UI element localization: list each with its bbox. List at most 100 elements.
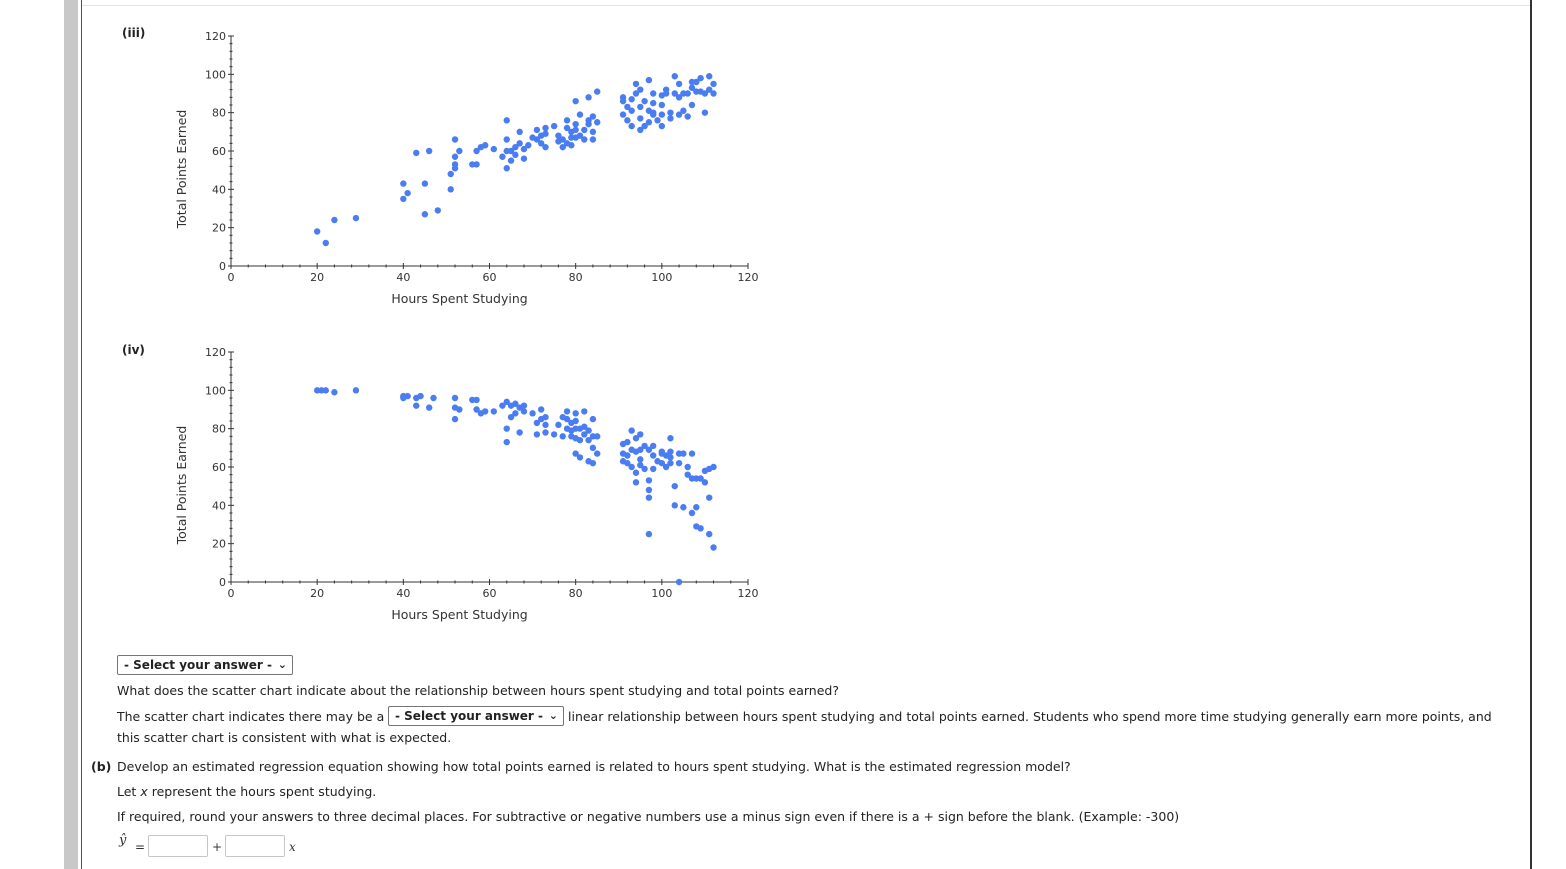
data-point	[624, 117, 631, 124]
data-point	[585, 436, 592, 444]
x-variable: x	[289, 840, 296, 854]
scatter-chart-iii: 0 20 40 60 80 100 120 0 20 40 60 80 100 120 Hours Spen…	[160, 20, 760, 320]
data-point	[473, 406, 480, 413]
data-point	[658, 122, 666, 130]
data-point	[697, 475, 704, 482]
part-a-line2: this scatter chart is consistent with wh…	[117, 730, 452, 745]
data-point	[637, 461, 644, 469]
data-point	[594, 450, 601, 457]
data-point	[688, 509, 696, 517]
relationship-select-value: - Select your answer -	[395, 709, 544, 723]
data-point	[533, 136, 541, 143]
y-axis-label: Total Points Earned	[174, 426, 189, 546]
data-point	[684, 471, 691, 478]
data-point	[542, 429, 549, 436]
data-point	[710, 80, 717, 88]
data-point	[520, 155, 528, 162]
data-point	[684, 113, 691, 120]
data-point	[667, 459, 674, 467]
data-point	[645, 486, 653, 494]
data-point	[559, 433, 566, 440]
y-tick-label: 40	[212, 183, 226, 196]
chart-choice-select-value: - Select your answer -	[124, 658, 273, 672]
data-point	[563, 124, 571, 132]
data-point	[576, 436, 584, 444]
data-point	[645, 76, 653, 84]
data-point	[576, 111, 584, 118]
data-point	[624, 103, 631, 111]
data-point	[650, 442, 657, 450]
data-point	[331, 389, 338, 396]
data-point	[555, 132, 562, 139]
data-point	[512, 410, 519, 417]
data-point	[555, 421, 562, 429]
data-point	[451, 136, 459, 143]
data-point	[637, 456, 644, 463]
part-a-line1-before: The scatter chart indicates there may be…	[117, 709, 385, 724]
data-point	[628, 96, 635, 103]
x-tick-label: 20	[310, 587, 324, 600]
data-point	[520, 402, 528, 409]
y-tick-label: 60	[212, 145, 226, 158]
data-point	[632, 80, 640, 88]
data-point	[650, 465, 657, 473]
intercept-input[interactable]	[148, 835, 208, 857]
data-point	[538, 140, 545, 147]
data-point	[662, 463, 670, 471]
chart-choice-select[interactable]: - Select your answer - ⌄	[117, 655, 293, 675]
data-point	[421, 180, 429, 187]
data-point	[313, 228, 321, 235]
data-point	[499, 402, 506, 409]
data-point	[404, 189, 411, 197]
data-point	[658, 111, 666, 118]
data-point	[507, 147, 515, 155]
part-b-prompt: Develop an estimated regression equation…	[117, 759, 1071, 774]
data-point	[706, 530, 713, 538]
data-point	[645, 446, 653, 453]
data-point	[533, 431, 541, 438]
data-point	[589, 415, 597, 423]
data-point	[589, 459, 597, 467]
data-point	[542, 130, 549, 137]
data-point	[352, 214, 360, 222]
data-point	[400, 180, 407, 187]
data-point	[680, 504, 687, 511]
data-point	[697, 74, 704, 82]
data-point	[581, 408, 588, 415]
x-tick-label: 40	[396, 587, 410, 600]
data-point	[473, 396, 480, 404]
let-x-after: represent the hours spent studying.	[151, 784, 377, 799]
let-x-before: Let	[117, 784, 137, 799]
data-point	[667, 115, 674, 122]
data-point	[650, 99, 657, 107]
chevron-down-icon: ⌄	[548, 709, 558, 722]
data-point	[632, 469, 640, 476]
data-point	[671, 502, 678, 509]
data-point	[667, 448, 674, 455]
relationship-select[interactable]: - Select your answer - ⌄	[388, 706, 564, 726]
data-point	[632, 435, 640, 442]
data-point	[563, 117, 571, 124]
data-point	[542, 421, 549, 429]
plot-label-iv: (iv)	[122, 343, 145, 357]
data-point	[550, 431, 558, 438]
data-point	[434, 207, 441, 214]
data-point	[654, 117, 661, 124]
data-point	[322, 239, 329, 247]
y-tick-label: 0	[219, 260, 226, 273]
data-point	[572, 410, 579, 417]
data-point	[710, 463, 717, 471]
data-point	[693, 78, 700, 86]
chevron-down-icon: ⌄	[277, 658, 287, 671]
data-point	[538, 406, 545, 413]
data-point	[641, 442, 648, 450]
data-point	[542, 413, 549, 421]
data-point	[550, 122, 558, 130]
data-point	[503, 165, 510, 172]
y-tick-label: 20	[212, 538, 226, 551]
data-point	[594, 88, 601, 95]
data-point	[706, 86, 713, 93]
data-point	[589, 128, 597, 136]
data-point	[637, 431, 644, 438]
slope-input[interactable]	[225, 835, 285, 857]
